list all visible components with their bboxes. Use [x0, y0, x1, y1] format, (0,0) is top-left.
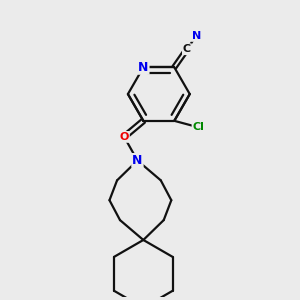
Text: O: O: [119, 132, 129, 142]
Text: N: N: [138, 61, 148, 74]
Text: N: N: [192, 31, 201, 41]
Text: N: N: [132, 154, 142, 167]
Text: Cl: Cl: [193, 122, 204, 132]
Text: C: C: [183, 44, 191, 54]
